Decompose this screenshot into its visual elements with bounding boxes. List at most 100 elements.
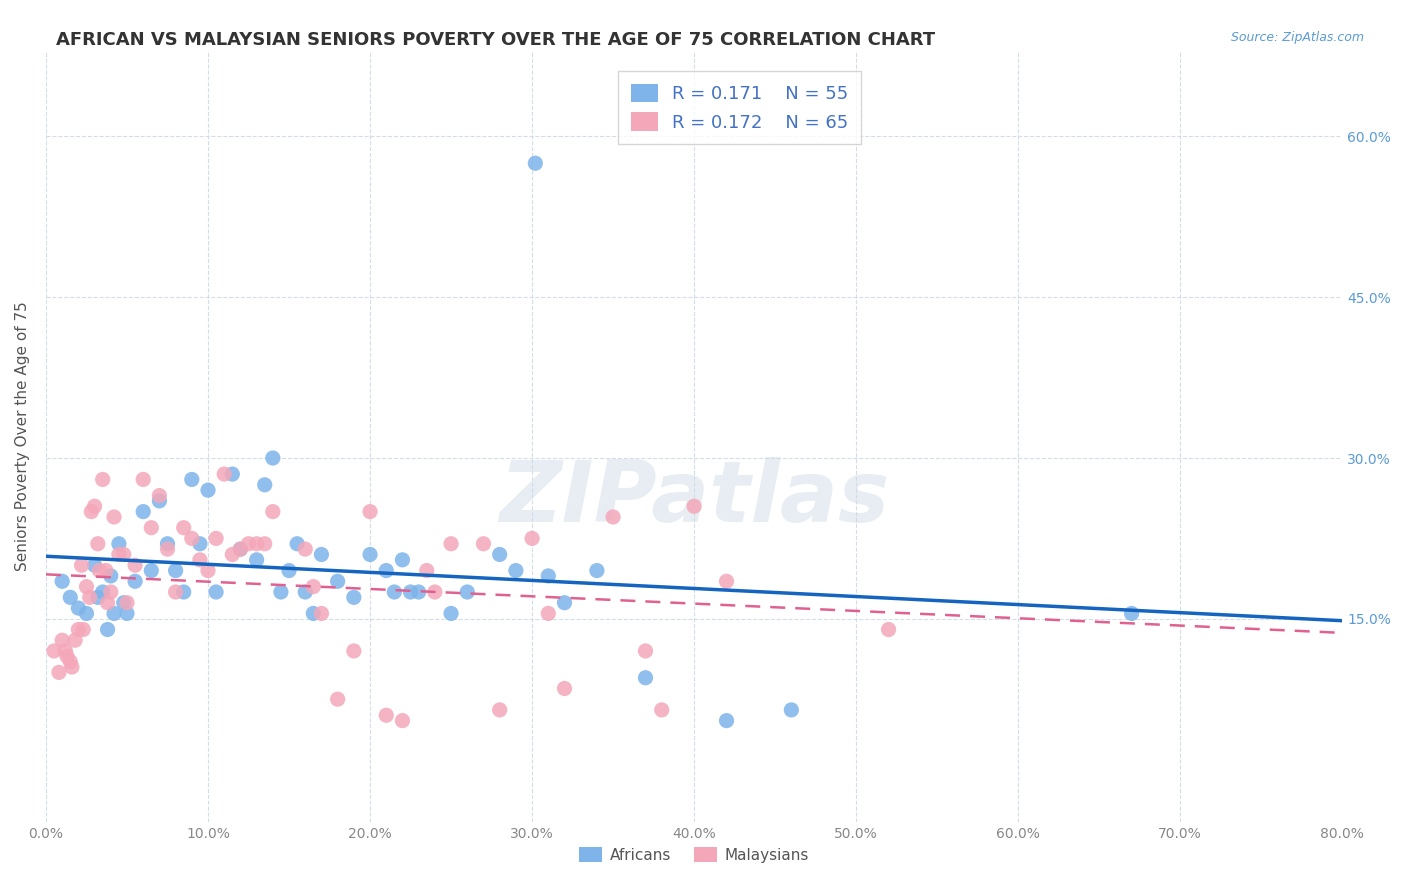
Africans xyxy=(382,585,405,599)
Malaysians xyxy=(70,558,93,573)
Africans xyxy=(408,585,430,599)
Africans xyxy=(221,467,243,481)
Malaysians xyxy=(197,564,219,578)
Y-axis label: Seniors Poverty Over the Age of 75: Seniors Poverty Over the Age of 75 xyxy=(15,301,30,572)
Malaysians xyxy=(108,548,131,562)
Malaysians xyxy=(326,692,349,706)
Africans xyxy=(302,607,325,621)
Malaysians xyxy=(165,585,187,599)
Africans xyxy=(780,703,803,717)
Malaysians xyxy=(520,532,543,546)
Malaysians xyxy=(83,500,105,514)
Africans xyxy=(634,671,657,685)
Africans xyxy=(108,537,131,551)
Malaysians xyxy=(683,500,706,514)
Africans xyxy=(270,585,292,599)
Africans xyxy=(91,585,114,599)
Africans xyxy=(83,558,105,573)
Africans xyxy=(359,548,381,562)
Africans xyxy=(456,585,478,599)
Africans xyxy=(205,585,228,599)
Africans xyxy=(505,564,527,578)
Malaysians xyxy=(359,505,381,519)
Africans xyxy=(343,591,366,605)
Malaysians xyxy=(76,580,98,594)
Malaysians xyxy=(553,681,575,696)
Africans xyxy=(311,548,333,562)
Text: AFRICAN VS MALAYSIAN SENIORS POVERTY OVER THE AGE OF 75 CORRELATION CHART: AFRICAN VS MALAYSIAN SENIORS POVERTY OVE… xyxy=(56,31,935,49)
Malaysians xyxy=(423,585,446,599)
Malaysians xyxy=(602,510,624,524)
Africans xyxy=(76,607,98,621)
Malaysians xyxy=(59,655,82,669)
Africans xyxy=(524,156,547,170)
Malaysians xyxy=(173,521,195,535)
Malaysians xyxy=(148,489,170,503)
Malaysians xyxy=(112,548,135,562)
Africans xyxy=(173,585,195,599)
Africans xyxy=(141,564,163,578)
Malaysians xyxy=(488,703,510,717)
Text: ZIPatlas: ZIPatlas xyxy=(499,457,889,540)
Malaysians xyxy=(253,537,276,551)
Malaysians xyxy=(238,537,260,551)
Malaysians xyxy=(716,574,738,589)
Africans xyxy=(488,548,510,562)
Malaysians xyxy=(440,537,463,551)
Malaysians xyxy=(89,564,111,578)
Malaysians xyxy=(156,542,179,557)
Africans xyxy=(553,596,575,610)
Malaysians xyxy=(262,505,284,519)
Malaysians xyxy=(55,644,77,658)
Africans xyxy=(716,714,738,728)
Africans xyxy=(326,574,349,589)
Text: Source: ZipAtlas.com: Source: ZipAtlas.com xyxy=(1230,31,1364,45)
Malaysians xyxy=(294,542,316,557)
Malaysians xyxy=(51,633,73,648)
Malaysians xyxy=(212,467,235,481)
Africans xyxy=(180,472,202,486)
Malaysians xyxy=(56,649,79,664)
Africans xyxy=(67,601,90,615)
Malaysians xyxy=(188,553,211,567)
Africans xyxy=(440,607,463,621)
Malaysians xyxy=(80,505,103,519)
Africans xyxy=(96,623,118,637)
Malaysians xyxy=(100,585,122,599)
Malaysians xyxy=(375,708,398,723)
Malaysians xyxy=(103,510,125,524)
Africans xyxy=(156,537,179,551)
Africans xyxy=(124,574,146,589)
Malaysians xyxy=(229,542,252,557)
Malaysians xyxy=(60,660,83,674)
Africans xyxy=(285,537,308,551)
Malaysians xyxy=(205,532,228,546)
Africans xyxy=(246,553,269,567)
Malaysians xyxy=(537,607,560,621)
Africans xyxy=(399,585,422,599)
Legend: R = 0.171    N = 55, R = 0.172    N = 65: R = 0.171 N = 55, R = 0.172 N = 65 xyxy=(619,71,860,145)
Malaysians xyxy=(180,532,202,546)
Malaysians xyxy=(877,623,900,637)
Malaysians xyxy=(472,537,495,551)
Malaysians xyxy=(79,591,101,605)
Africans xyxy=(59,591,82,605)
Africans xyxy=(278,564,301,578)
Africans xyxy=(100,569,122,583)
Africans xyxy=(132,505,155,519)
Malaysians xyxy=(302,580,325,594)
Africans xyxy=(1121,607,1143,621)
Malaysians xyxy=(48,665,70,680)
Malaysians xyxy=(132,472,155,486)
Africans xyxy=(188,537,211,551)
Malaysians xyxy=(63,633,86,648)
Malaysians xyxy=(391,714,413,728)
Africans xyxy=(115,607,138,621)
Malaysians xyxy=(221,548,243,562)
Africans xyxy=(87,591,110,605)
Africans xyxy=(229,542,252,557)
Africans xyxy=(112,596,135,610)
Malaysians xyxy=(416,564,439,578)
Africans xyxy=(537,569,560,583)
Africans xyxy=(165,564,187,578)
